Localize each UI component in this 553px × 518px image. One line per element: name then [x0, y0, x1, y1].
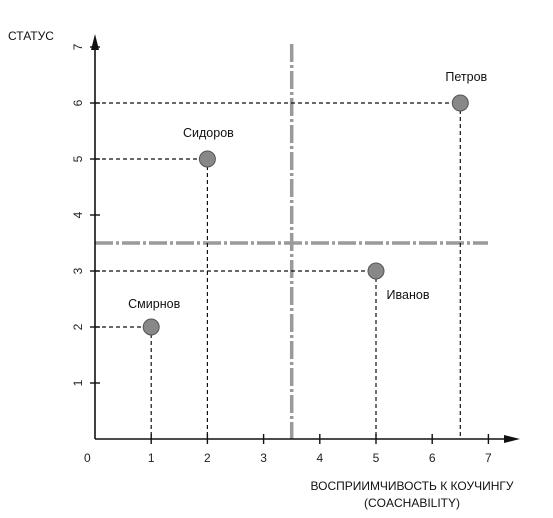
y-tick-label-4: 4 [71, 211, 85, 218]
point-label-2: Сидоров [183, 126, 234, 140]
x-axis-label: ВОСПРИИМЧИВОСТЬ К КОУЧИНГУ [311, 479, 514, 493]
guide-lines [95, 102, 461, 439]
origin-label: 0 [84, 451, 91, 465]
quadrant-lines [95, 44, 488, 439]
axes [91, 34, 520, 443]
x-axis-label-sub: (COACHABILITY) [364, 496, 460, 510]
data-point-2 [198, 150, 216, 168]
data-point-1 [142, 318, 160, 336]
x-tick-label-1: 1 [148, 451, 155, 465]
x-tick-label-6: 6 [429, 451, 436, 465]
x-tick-label-7: 7 [485, 451, 492, 465]
point-label-1: Смирнов [128, 297, 180, 311]
data-point-4 [451, 94, 469, 112]
data-points: Смирнов Сидоров Иванов Петров [128, 70, 488, 336]
y-axis-label: СТАТУС [8, 29, 54, 43]
x-tick-label-4: 4 [316, 451, 323, 465]
ticks: 1 2 3 4 5 6 7 1 2 3 4 5 6 7 [71, 43, 492, 465]
x-axis-arrow [504, 435, 520, 443]
y-axis-arrow [91, 34, 99, 50]
y-tick-label-7: 7 [71, 43, 85, 50]
data-point-3 [367, 262, 385, 280]
y-tick-label-5: 5 [71, 155, 85, 162]
x-tick-label-2: 2 [204, 451, 211, 465]
y-tick-label-2: 2 [71, 323, 85, 330]
y-tick-label-1: 1 [71, 379, 85, 386]
point-label-3: Иванов [387, 288, 430, 302]
point-label-4: Петров [445, 70, 487, 84]
x-tick-label-3: 3 [260, 451, 267, 465]
y-tick-label-6: 6 [71, 99, 85, 106]
y-tick-label-3: 3 [71, 267, 85, 274]
x-tick-label-5: 5 [373, 451, 380, 465]
